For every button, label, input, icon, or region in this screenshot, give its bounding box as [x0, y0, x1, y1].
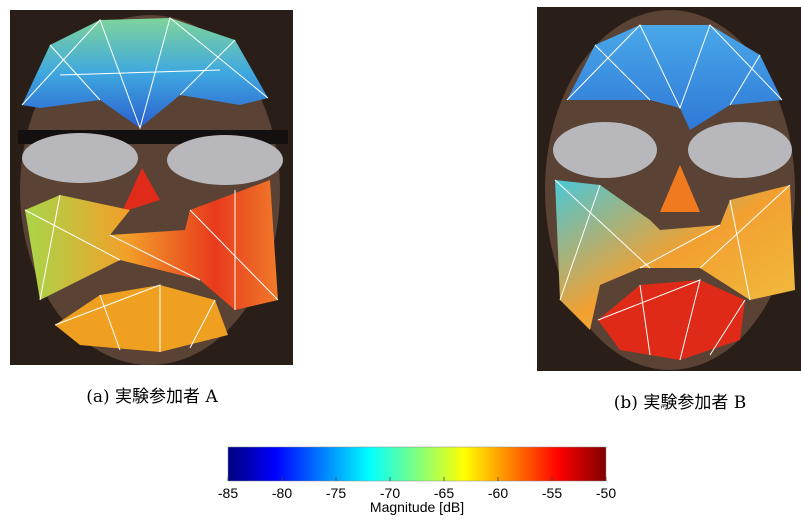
- caption: (b) 実験参加者 B: [614, 393, 746, 413]
- tick-label: -75: [326, 485, 346, 501]
- tick-label: -60: [488, 485, 508, 501]
- tick-label: -50: [596, 485, 616, 501]
- colorbar-gradient: [228, 447, 606, 481]
- face-image-a: [10, 10, 293, 365]
- figure: (a) 実験参加者 A (b) 実験参加者 B Magnitude [dB] -…: [0, 0, 801, 521]
- colorbar-label: Magnitude [dB]: [370, 499, 464, 515]
- colorbar: Magnitude [dB] -85 -80 -75 -70 -65 -60 -55 -50: [218, 447, 616, 515]
- face-image-b: [537, 7, 801, 371]
- caption: (a) 実験参加者 A: [86, 387, 218, 407]
- tick-label: -55: [542, 485, 562, 501]
- page: {"figures": [{"caption": "(a) 実験参加者 A"},…: [0, 0, 801, 521]
- tick-label: -70: [380, 485, 400, 501]
- tick-label: -80: [272, 485, 292, 501]
- tick-label: -85: [218, 485, 238, 501]
- tick-label: -65: [434, 485, 454, 501]
